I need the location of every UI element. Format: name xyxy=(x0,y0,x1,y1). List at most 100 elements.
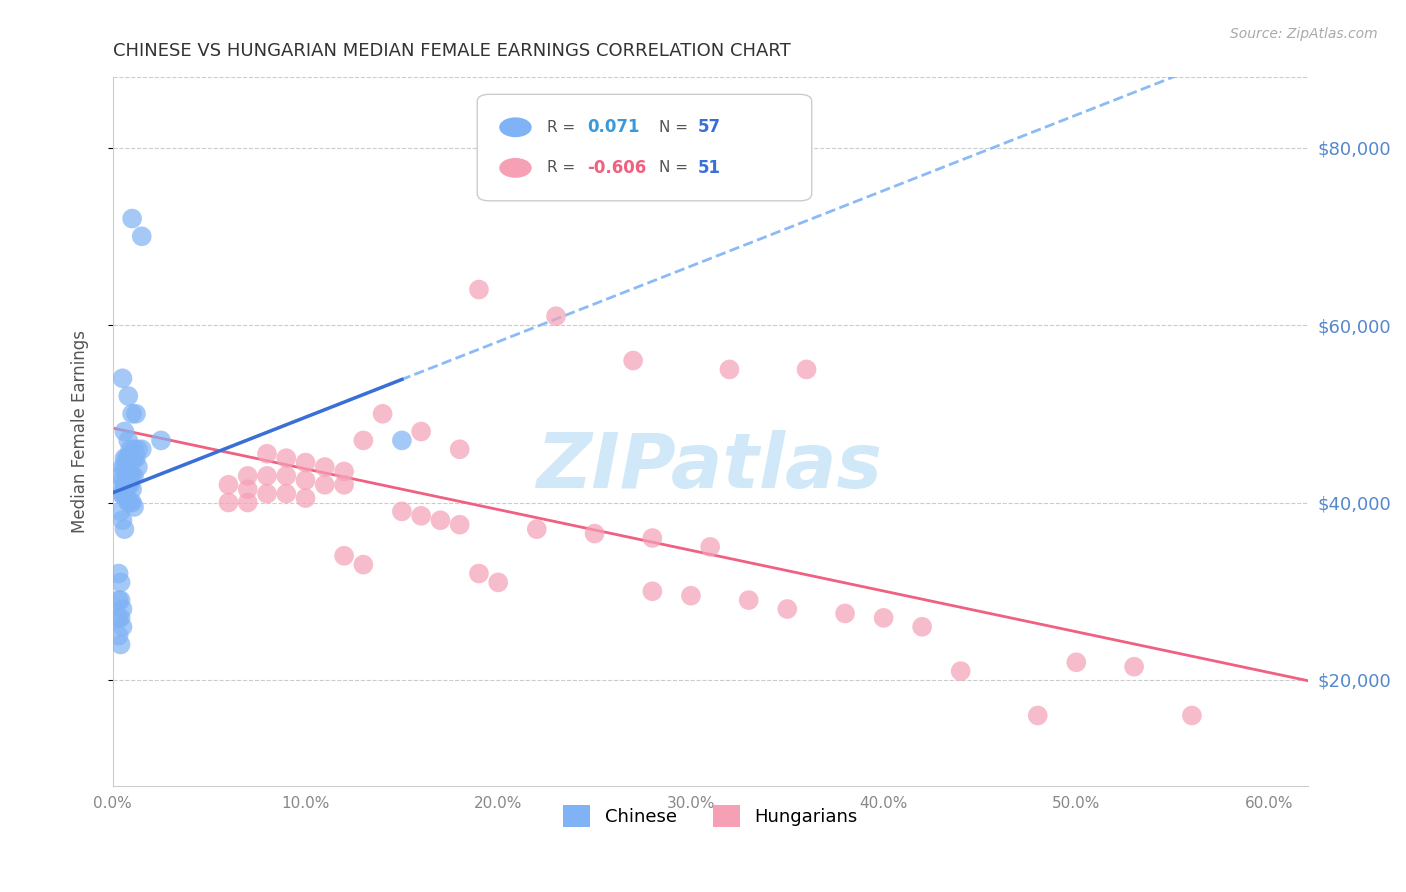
Point xyxy=(256,469,278,483)
Point xyxy=(131,229,153,244)
Point xyxy=(112,486,135,500)
Point xyxy=(107,629,129,643)
Point xyxy=(911,620,934,634)
Point xyxy=(449,517,471,532)
Point xyxy=(333,465,356,479)
Point xyxy=(115,491,138,505)
Point xyxy=(1026,708,1049,723)
Point xyxy=(256,486,278,500)
Point xyxy=(110,504,132,518)
Text: 0.071: 0.071 xyxy=(588,119,640,136)
Point xyxy=(117,434,139,448)
Point xyxy=(294,491,316,505)
Point xyxy=(294,456,316,470)
Point xyxy=(333,549,356,563)
Point xyxy=(1181,708,1204,723)
Point xyxy=(112,451,135,466)
Point xyxy=(111,602,134,616)
Point xyxy=(127,460,149,475)
Point xyxy=(121,211,143,226)
Point xyxy=(236,482,259,496)
Point xyxy=(117,451,139,466)
Point xyxy=(468,566,491,581)
Point xyxy=(117,389,139,403)
Point xyxy=(121,407,143,421)
Point xyxy=(776,602,799,616)
Text: 57: 57 xyxy=(699,119,721,136)
Point xyxy=(121,451,143,466)
Point xyxy=(122,469,145,483)
Text: R =: R = xyxy=(547,161,579,176)
Circle shape xyxy=(501,118,531,136)
Point xyxy=(217,495,239,509)
Point xyxy=(276,469,298,483)
Point xyxy=(122,442,145,457)
Legend: Chinese, Hungarians: Chinese, Hungarians xyxy=(555,797,865,834)
Point xyxy=(1066,655,1088,669)
Point xyxy=(111,473,134,487)
Text: N =: N = xyxy=(659,161,693,176)
Point xyxy=(371,407,394,421)
Point xyxy=(1123,659,1146,673)
Point xyxy=(121,495,143,509)
Point xyxy=(352,434,374,448)
Point xyxy=(131,442,153,457)
Point xyxy=(117,477,139,491)
Point xyxy=(111,486,134,500)
Point xyxy=(112,477,135,491)
Point xyxy=(110,575,132,590)
Point xyxy=(872,611,894,625)
Point xyxy=(314,477,336,491)
Point xyxy=(738,593,761,607)
Point xyxy=(107,566,129,581)
Point xyxy=(333,477,356,491)
Point xyxy=(120,442,142,457)
Point xyxy=(526,522,548,536)
Point xyxy=(236,495,259,509)
Point xyxy=(294,473,316,487)
Point xyxy=(115,451,138,466)
Point xyxy=(111,513,134,527)
Point xyxy=(121,482,143,496)
Point xyxy=(110,611,132,625)
Point xyxy=(112,460,135,475)
Point xyxy=(391,504,413,518)
Point xyxy=(111,620,134,634)
Point xyxy=(699,540,721,554)
Text: CHINESE VS HUNGARIAN MEDIAN FEMALE EARNINGS CORRELATION CHART: CHINESE VS HUNGARIAN MEDIAN FEMALE EARNI… xyxy=(112,42,790,60)
Point xyxy=(256,447,278,461)
FancyBboxPatch shape xyxy=(477,95,811,201)
Point xyxy=(217,477,239,491)
Point xyxy=(834,607,856,621)
Point xyxy=(111,371,134,385)
Text: -0.606: -0.606 xyxy=(588,159,647,177)
Point xyxy=(125,407,148,421)
Point xyxy=(120,495,142,509)
Point xyxy=(391,434,413,448)
Point xyxy=(111,460,134,475)
Point xyxy=(120,451,142,466)
Text: R =: R = xyxy=(547,120,579,135)
Y-axis label: Median Female Earnings: Median Female Earnings xyxy=(72,330,89,533)
Point xyxy=(641,584,664,599)
Point xyxy=(122,500,145,514)
Point xyxy=(112,425,135,439)
Point xyxy=(121,469,143,483)
Point xyxy=(120,469,142,483)
Point xyxy=(122,451,145,466)
Point xyxy=(112,522,135,536)
Point xyxy=(796,362,818,376)
Point xyxy=(107,611,129,625)
Point xyxy=(115,469,138,483)
Point xyxy=(117,469,139,483)
Point xyxy=(411,508,433,523)
Point xyxy=(949,664,972,678)
Point xyxy=(120,477,142,491)
Point xyxy=(544,309,567,323)
Point xyxy=(125,451,148,466)
Point xyxy=(352,558,374,572)
Text: ZIPatlas: ZIPatlas xyxy=(537,430,883,504)
Text: Source: ZipAtlas.com: Source: ZipAtlas.com xyxy=(1230,27,1378,41)
Point xyxy=(276,486,298,500)
Point xyxy=(107,593,129,607)
